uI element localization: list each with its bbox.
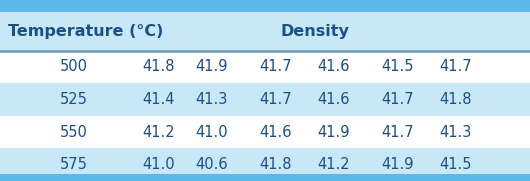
- Text: 41.9: 41.9: [381, 157, 414, 172]
- Text: 41.0: 41.0: [196, 125, 228, 140]
- Bar: [0, 174, 530, 181]
- Text: 41.2: 41.2: [143, 125, 175, 140]
- Text: 41.5: 41.5: [439, 157, 472, 172]
- Text: 41.8: 41.8: [259, 157, 292, 172]
- Text: 41.9: 41.9: [196, 60, 228, 74]
- Text: 550: 550: [60, 125, 88, 140]
- Bar: [0, 51, 530, 83]
- Bar: [0, 116, 530, 148]
- Text: 41.7: 41.7: [259, 60, 292, 74]
- Text: 41.7: 41.7: [381, 92, 414, 107]
- Text: Temperature (°C): Temperature (°C): [8, 24, 163, 39]
- Text: 41.2: 41.2: [317, 157, 350, 172]
- Text: 41.6: 41.6: [317, 60, 350, 74]
- Text: 41.9: 41.9: [317, 125, 350, 140]
- Text: 41.3: 41.3: [439, 125, 472, 140]
- Text: 41.5: 41.5: [381, 60, 414, 74]
- Text: 525: 525: [60, 92, 88, 107]
- Text: 41.3: 41.3: [196, 92, 228, 107]
- Text: 500: 500: [60, 60, 88, 74]
- Text: 41.0: 41.0: [143, 157, 175, 172]
- Bar: [0, 12, 530, 51]
- Text: 41.6: 41.6: [317, 92, 350, 107]
- Text: 41.8: 41.8: [439, 92, 472, 107]
- Bar: [0, 0, 530, 12]
- Text: 41.4: 41.4: [143, 92, 175, 107]
- Text: 41.6: 41.6: [259, 125, 292, 140]
- Text: 41.8: 41.8: [143, 60, 175, 74]
- Text: Density: Density: [281, 24, 350, 39]
- Text: 575: 575: [60, 157, 88, 172]
- Text: 41.7: 41.7: [381, 125, 414, 140]
- Bar: [0, 83, 530, 116]
- Bar: [0, 148, 530, 181]
- Text: 41.7: 41.7: [439, 60, 472, 74]
- Text: 40.6: 40.6: [196, 157, 228, 172]
- Text: 41.7: 41.7: [259, 92, 292, 107]
